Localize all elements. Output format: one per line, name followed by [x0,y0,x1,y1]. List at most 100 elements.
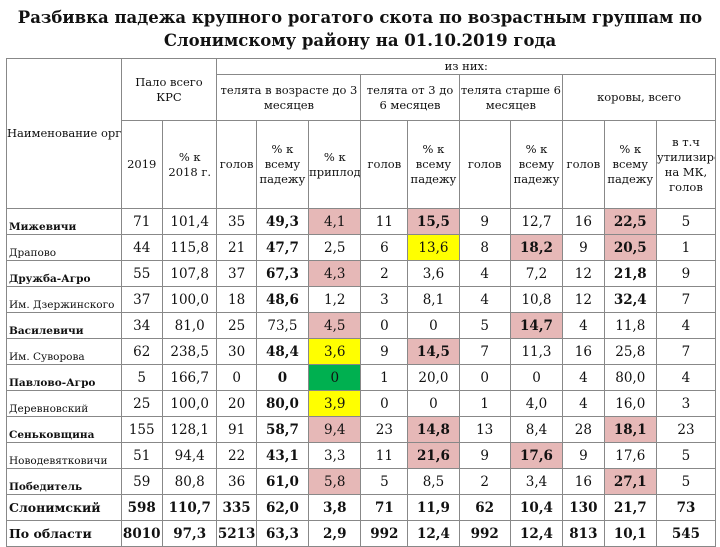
table-row: Павлово-Агро 5 166,7 0 0 0 1 20,0 0 0 4 80,0 4 [6,364,717,391]
cell-calves-3-6m-pct-padezh: 8,5 [407,468,460,495]
cell-calves-3-6m-golov: 992 [360,520,409,547]
cell-palo-pct-2018: 100,0 [161,390,218,417]
table-row: Победитель 59 80,8 36 61,0 5,8 5 8,5 2 3,4 16 27,1 5 [6,468,717,495]
cell-calves-3-6m-pct-padezh: 14,5 [407,338,460,365]
cell-calves-3m-pct-padezh: 80,0 [255,390,310,417]
cell-calves-3m-golov: 30 [216,338,257,365]
cell-calves-3m-golov: 37 [216,260,257,287]
header-pct-padezh: % к всему падежу [407,120,460,209]
cell-calves-3-6m-golov: 3 [360,286,409,313]
cell-palo-pct-2018: 115,8 [161,234,218,261]
cell-calves-6m-golov: 2 [458,468,511,495]
cell-palo-2019: 62 [120,338,163,365]
cell-cows-util: 4 [655,312,717,339]
cell-calves-3-6m-golov: 71 [360,494,409,521]
table-row: Василевичи 34 81,0 25 73,5 4,5 0 0 5 14,7 4 11,8 4 [6,312,717,339]
cell-cows-util: 545 [655,520,717,547]
cell-calves-3m-pct-priplod: 1,2 [308,286,362,313]
cell-cows-pct-padezh: 11,8 [603,312,657,339]
table-row: Им. Дзержинского 37 100,0 18 48,6 1,2 3 8,1 4 10,… [6,286,717,313]
cell-cows-golov: 12 [562,260,605,287]
cell-calves-3m-golov: 21 [216,234,257,261]
cell-cows-pct-padezh: 21,8 [603,260,657,287]
cell-cows-golov: 4 [562,390,605,417]
cell-calves-6m-pct-padezh: 10,8 [509,286,564,313]
org-name-cell: Дружба-Агро [6,260,122,287]
cell-palo-2019: 51 [120,442,163,469]
cell-cows-util: 7 [655,338,717,365]
org-name-cell: Василевичи [6,312,122,339]
cell-cows-golov: 813 [562,520,605,547]
cell-calves-3m-golov: 22 [216,442,257,469]
cell-calves-6m-golov: 62 [458,494,511,521]
cell-calves-3-6m-pct-padezh: 0 [407,312,460,339]
header-group-calves-3-6m: телята от 3 до 6 месяцев [360,74,460,121]
header-2019: 2019 [120,120,163,209]
header-palo: Пало всего КРС [120,58,218,121]
header-golov: голов [562,120,605,209]
org-name-cell: Им. Суворова [6,338,122,365]
header-pct-padezh: % к всему падежу [255,120,310,209]
header-pct-2018: % к 2018 г. [161,120,218,209]
cell-calves-3m-pct-padezh: 62,0 [255,494,310,521]
org-name-cell: Павлово-Агро [6,364,122,391]
cell-calves-6m-golov: 8 [458,234,511,261]
cell-calves-3m-golov: 20 [216,390,257,417]
cell-cows-pct-padezh: 16,0 [603,390,657,417]
cell-cows-util: 5 [655,442,717,469]
cell-calves-3m-pct-padezh: 48,4 [255,338,310,365]
table-row: Драпово 44 115,8 21 47,7 2,5 6 13,6 8 18,2 9 20,5 1 [6,234,717,261]
title-line-1: Разбивка падежа крупного рогатого скота … [17,8,703,27]
cell-calves-3m-pct-padezh: 67,3 [255,260,310,287]
cell-cows-golov: 16 [562,338,605,365]
cell-calves-3-6m-golov: 11 [360,442,409,469]
org-name-cell: По области [6,520,122,547]
cell-cows-golov: 9 [562,234,605,261]
cell-palo-2019: 8010 [120,520,163,547]
cell-calves-3m-golov: 0 [216,364,257,391]
header-iz-nih: из них: [216,58,716,75]
cell-calves-3m-pct-priplod: 4,3 [308,260,362,287]
cell-calves-3-6m-golov: 2 [360,260,409,287]
cell-calves-6m-pct-padezh: 0 [509,364,564,391]
cell-cows-util: 4 [655,364,717,391]
org-name-cell: Сеньковщина [6,416,122,443]
table-row: Новодевятковичи 51 94,4 22 43,1 3,3 11 21,6 9 17,… [6,442,717,469]
org-name-cell: Им. Дзержинского [6,286,122,313]
cell-calves-6m-golov: 992 [458,520,511,547]
cell-palo-2019: 25 [120,390,163,417]
cell-calves-6m-golov: 5 [458,312,511,339]
cell-cows-util: 7 [655,286,717,313]
cell-calves-3m-pct-priplod: 3,3 [308,442,362,469]
header-group-calves-3m: телята в возрасте до 3 месяцев [216,74,362,121]
cell-palo-pct-2018: 238,5 [161,338,218,365]
cell-calves-3m-pct-padezh: 58,7 [255,416,310,443]
org-name-cell: Победитель [6,468,122,495]
cell-cows-pct-padezh: 22,5 [603,208,657,235]
cell-cows-pct-padezh: 10,1 [603,520,657,547]
cell-calves-3m-pct-priplod: 2,9 [308,520,362,547]
table-row: Деревновский 25 100,0 20 80,0 3,9 0 0 1 4,0 4 16,0 3 [6,390,717,417]
org-name-cell: Мижевичи [6,208,122,235]
cell-calves-6m-pct-padezh: 17,6 [509,442,564,469]
org-name-cell: Драпово [6,234,122,261]
header-pct-padezh: % к всему падежу [509,120,564,209]
cell-cows-util: 1 [655,234,717,261]
cell-calves-3-6m-pct-padezh: 12,4 [407,520,460,547]
cell-calves-3-6m-pct-padezh: 3,6 [407,260,460,287]
cell-calves-3m-pct-padezh: 48,6 [255,286,310,313]
cell-calves-6m-pct-padezh: 7,2 [509,260,564,287]
cell-calves-3m-golov: 25 [216,312,257,339]
cell-calves-3-6m-golov: 0 [360,390,409,417]
cell-cows-pct-padezh: 20,5 [603,234,657,261]
cell-calves-6m-golov: 4 [458,286,511,313]
cell-cows-golov: 12 [562,286,605,313]
cell-palo-2019: 55 [120,260,163,287]
cell-calves-6m-pct-padezh: 14,7 [509,312,564,339]
cell-calves-6m-pct-padezh: 12,7 [509,208,564,235]
cell-palo-2019: 34 [120,312,163,339]
cell-calves-3m-golov: 35 [216,208,257,235]
cell-palo-pct-2018: 166,7 [161,364,218,391]
cell-cows-golov: 4 [562,364,605,391]
total-row: По области 8010 97,3 5213 63,3 2,9 992 12,4 992 1… [6,520,717,547]
